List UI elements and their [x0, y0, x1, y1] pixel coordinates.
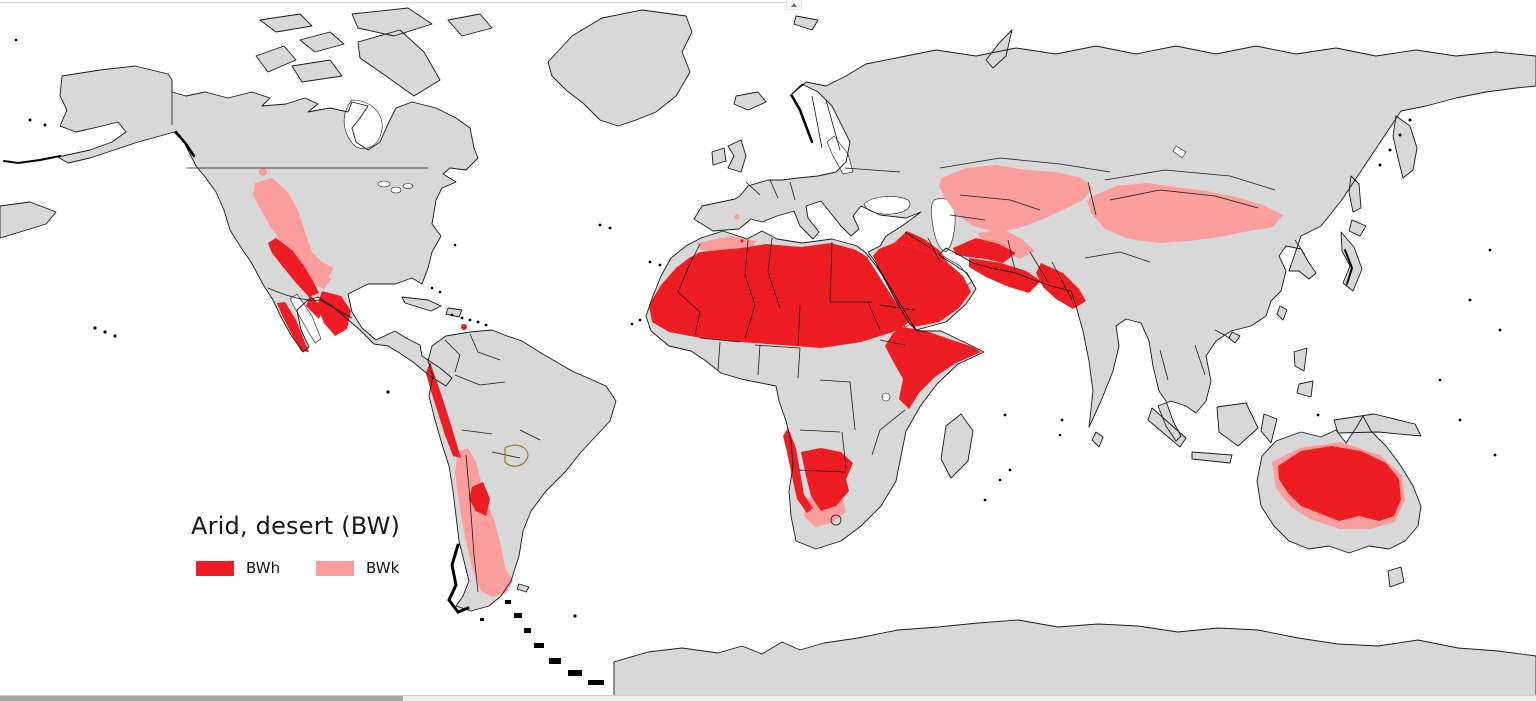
bwh-atacama-peru [426, 362, 461, 458]
bwh-mojave-sonoran [268, 238, 319, 297]
lake-baikal [1172, 145, 1187, 159]
map-legend: Arid, desert (BW) BWh BWk [190, 512, 450, 592]
bwk-iran-fringe [978, 229, 1035, 259]
bwk-label: BWk [366, 559, 400, 577]
bwh-arabia [873, 243, 971, 327]
border-paraguay-olive [504, 444, 529, 467]
scroll-up-button[interactable] [786, 0, 802, 10]
bwh-mesopotamia [894, 231, 948, 263]
bwh-horn-of-africa [885, 327, 981, 409]
bwh-kalahari [801, 448, 853, 511]
horizontal-scrollbar[interactable] [0, 695, 1536, 701]
great-lake [390, 186, 402, 194]
legend-title: Arid, desert (BW) [191, 512, 401, 540]
bwh-color-swatch [196, 561, 234, 576]
horizontal-scrollbar-thumb[interactable] [0, 696, 403, 701]
bwh-label: BWh [246, 559, 281, 577]
arrow-up-icon [791, 3, 797, 7]
bwh-sahara [649, 243, 909, 348]
bwh-monte-argentina [469, 482, 490, 516]
country-borders-layer [171, 80, 1306, 593]
bwh-baja [277, 302, 309, 352]
bwh-sonora-coast [306, 295, 323, 319]
bwk-spain-spot [734, 214, 740, 220]
bwh-guajira-spot [461, 324, 467, 330]
bwh-zones-layer [268, 231, 1401, 521]
bwk-patagonia [455, 448, 513, 597]
bwh-iran-north [953, 238, 1016, 263]
bwh-australia-interior [1278, 446, 1401, 521]
hudson-bay [343, 99, 383, 149]
island-specks-layer [14, 38, 1502, 685]
bwk-tarim-gobi [1087, 183, 1283, 243]
coast-accents-layer [3, 94, 1354, 614]
bwh-morocco-spot [740, 239, 744, 243]
bwk-color-swatch [316, 561, 354, 576]
lake-victoria [881, 392, 891, 402]
great-lake [402, 183, 414, 189]
bwh-namib [783, 428, 813, 513]
bwk-oregon-spot [259, 168, 267, 176]
bwk-great-basin [253, 178, 334, 278]
gulf-of-california [289, 293, 322, 344]
top-edge-line [0, 2, 786, 3]
bwk-central-asia [939, 165, 1093, 232]
land-fill-layer [0, 8, 1536, 701]
great-lake [377, 180, 391, 188]
